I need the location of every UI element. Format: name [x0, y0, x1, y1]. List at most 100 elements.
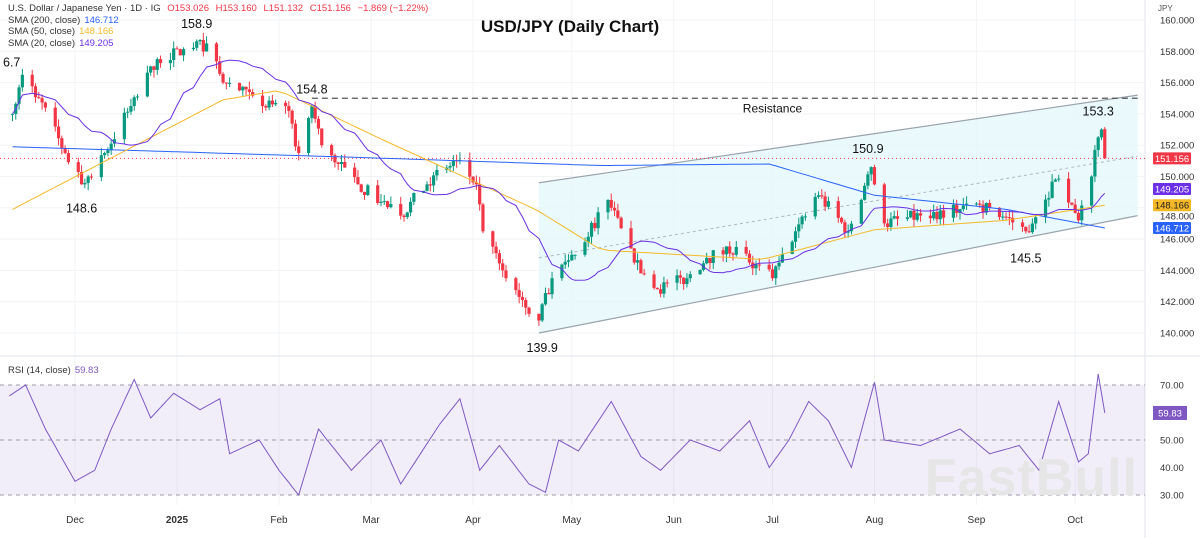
candle-body: [244, 86, 248, 90]
sma20-legend: SMA (20, close) 149.205: [8, 38, 428, 50]
candle-body: [928, 215, 932, 219]
candle-body: [932, 212, 936, 219]
candle-body: [313, 106, 317, 119]
candle-body: [205, 43, 209, 52]
candle-body: [56, 126, 61, 139]
candle-body: [514, 278, 518, 291]
candle-body: [685, 278, 689, 285]
price-annotation: 139.9: [527, 341, 558, 355]
candle-body: [1030, 223, 1034, 233]
candle-body: [494, 246, 498, 254]
candle-body: [320, 128, 324, 146]
candle-body: [247, 89, 251, 93]
candle-body: [353, 167, 357, 178]
candle-body: [379, 201, 383, 203]
candle-body: [941, 210, 946, 218]
candle-body: [652, 274, 656, 288]
candle-body: [912, 210, 916, 220]
candle-body: [471, 176, 475, 183]
candle-body: [237, 82, 242, 91]
candle-body: [882, 184, 886, 224]
candle-body: [780, 253, 784, 263]
candle-body: [306, 118, 311, 154]
candle-body: [938, 210, 942, 220]
sma50-line: [12, 90, 1105, 260]
candle-body: [37, 97, 41, 99]
candle-body: [66, 153, 71, 163]
candle-body: [754, 264, 758, 269]
candle-body: [152, 66, 156, 70]
candle-body: [293, 123, 298, 147]
candle-body: [655, 287, 659, 290]
price-tick-label: 144.000: [1160, 266, 1194, 277]
candle-body: [612, 207, 617, 211]
candle-body: [33, 86, 38, 98]
candle-body: [501, 263, 505, 271]
candle-body: [191, 47, 196, 50]
candle-body: [297, 146, 301, 154]
candle-body: [333, 155, 337, 163]
candle-body: [560, 264, 564, 279]
candle-body: [537, 313, 541, 321]
price-annotation: 158.9: [181, 17, 212, 31]
candle-body: [721, 250, 725, 255]
candle-body: [106, 150, 110, 154]
rsi-axis-tag-label: 59.83: [1158, 408, 1182, 419]
candle-body: [619, 217, 623, 229]
candle-body: [547, 293, 551, 295]
time-tick-label: May: [562, 515, 581, 526]
candle-body: [1090, 176, 1094, 206]
candle-body: [287, 106, 291, 111]
currency-label: JPY: [1158, 4, 1173, 13]
candle-body: [1047, 197, 1051, 200]
candle-body: [389, 204, 393, 208]
rsi-tick-label: 70.00: [1160, 381, 1184, 392]
time-tick-label: Apr: [465, 515, 481, 526]
price-annotation: 6.7: [3, 55, 20, 69]
sma200-legend: SMA (200, close) 146.712: [8, 15, 428, 27]
candle-body: [635, 260, 640, 263]
candle-body: [988, 203, 992, 208]
candle-body: [586, 236, 590, 243]
price-tick-label: 158.000: [1160, 47, 1194, 58]
candle-body: [481, 204, 485, 232]
candle-body: [1057, 178, 1061, 180]
candle-body: [1053, 179, 1058, 182]
price-tick-label: 156.000: [1160, 78, 1194, 89]
sma20-value: 149.205: [79, 37, 114, 49]
rsi-legend-value: 59.83: [74, 365, 99, 376]
candle-body: [168, 60, 173, 64]
candle-body: [589, 222, 594, 237]
time-tick-label: Mar: [362, 515, 380, 526]
candle-body: [1103, 129, 1107, 159]
candle-body: [103, 153, 107, 156]
candle-body: [241, 86, 245, 91]
candle-body: [981, 204, 985, 213]
candle-body: [425, 184, 429, 191]
candle-body: [978, 203, 982, 205]
candle-body: [382, 201, 386, 203]
candle-body: [665, 282, 669, 284]
candle-body: [290, 110, 294, 124]
candle-body: [698, 269, 702, 275]
candle-body: [642, 273, 646, 275]
candle-body: [1093, 149, 1097, 177]
candle-body: [376, 185, 380, 203]
candle-body: [1066, 178, 1071, 203]
candle-body: [974, 203, 979, 205]
candle-body: [1004, 216, 1008, 218]
candle-body: [606, 199, 610, 213]
candle-body: [356, 177, 360, 185]
price-axis-tag: [1153, 199, 1191, 212]
candle-body: [283, 102, 288, 107]
candle-body: [402, 215, 406, 218]
price-tick-label: 142.000: [1160, 297, 1194, 308]
candle-body: [958, 209, 962, 213]
candle-body: [859, 199, 863, 224]
candle-body: [63, 147, 67, 154]
candle-body: [563, 261, 567, 265]
candle-body: [767, 264, 771, 270]
candle-body: [734, 246, 738, 255]
candle-body: [1001, 216, 1005, 218]
